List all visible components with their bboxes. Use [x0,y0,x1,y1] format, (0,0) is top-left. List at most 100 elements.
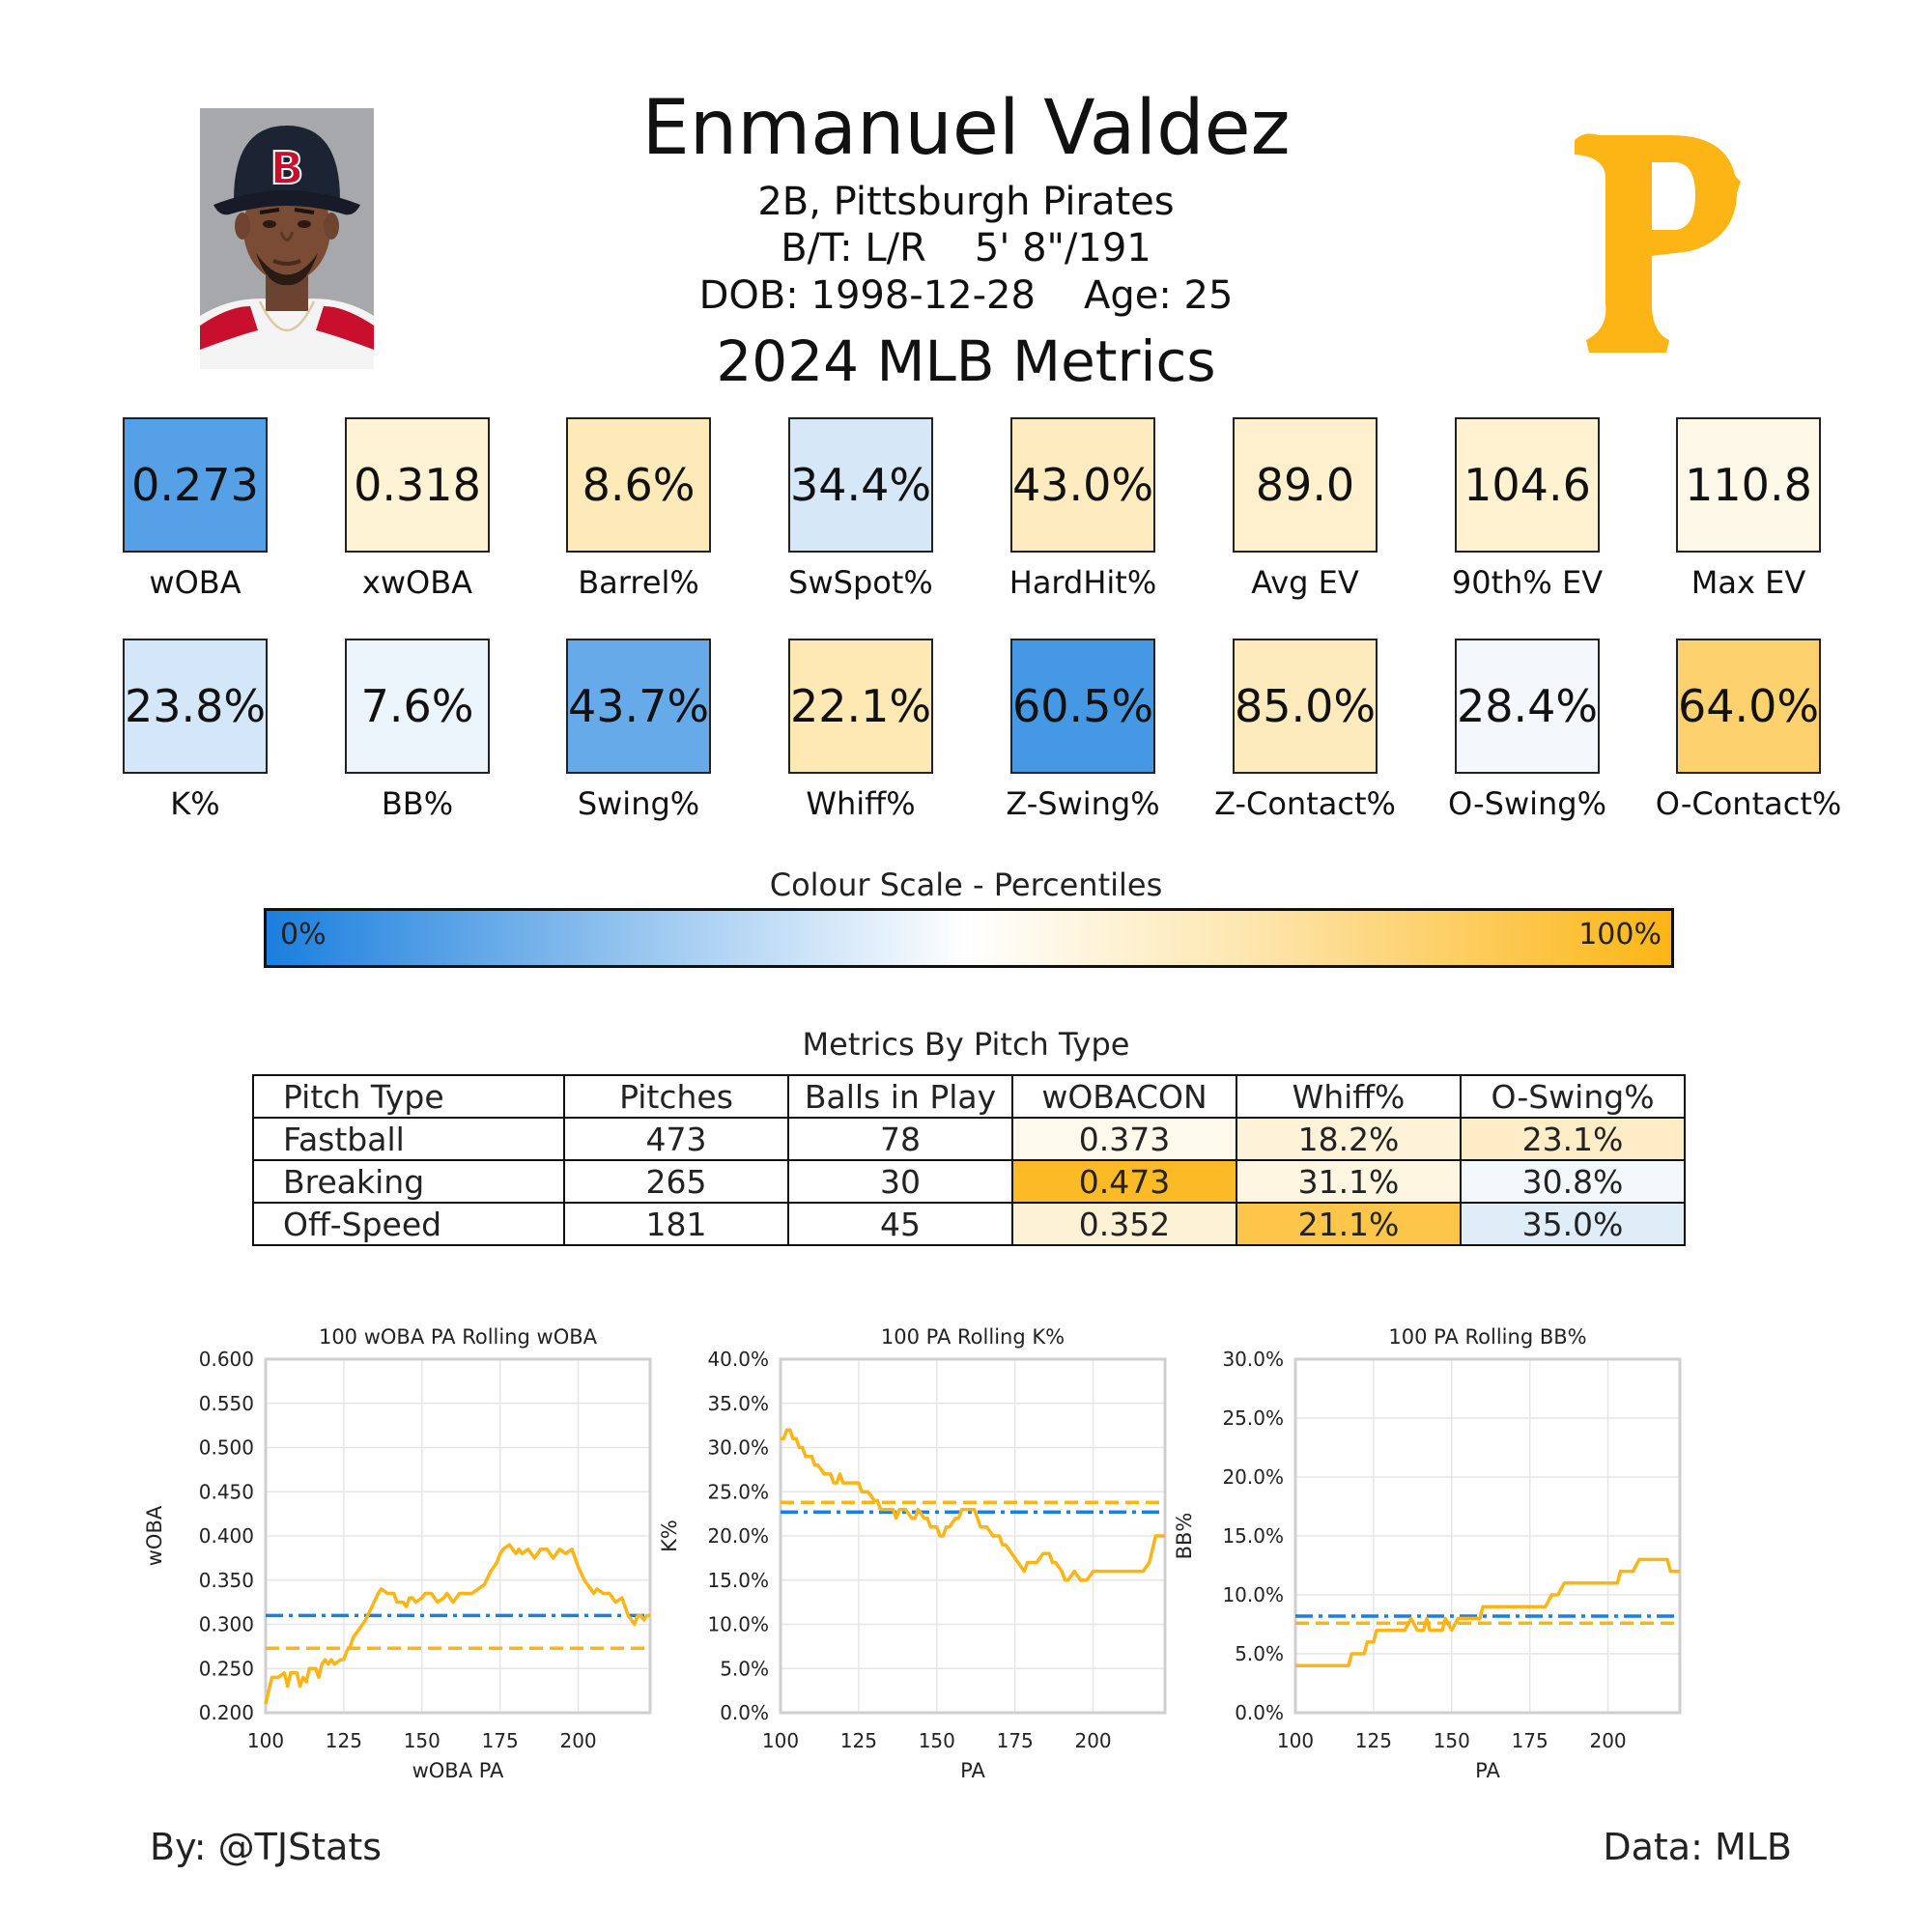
player-name: Enmanuel Valdez [641,85,1291,172]
y-tick-label: 15.0% [707,1569,769,1592]
cell-o-swing: 23.1% [1460,1117,1686,1161]
metric-tile-z-contact-: 85.0% [1233,639,1378,774]
x-axis-label: PA [1475,1759,1500,1782]
metric-tile-label: Swing% [577,785,700,822]
cell-pitches: 473 [563,1117,789,1161]
table-row: Breaking 265 30 0.473 31.1% 30.8% [252,1159,1686,1204]
rolling-series-line [781,1428,1165,1582]
rolling-chart-1: 0.200 0.250 0.300 0.350 0.400 0.450 0.500 0.550… [143,1325,652,1782]
cell-pitch-type: Off-Speed [252,1202,565,1246]
chart-title: 100 PA Rolling K% [881,1325,1065,1349]
y-tick-label: 10.0% [1222,1583,1284,1606]
y-tick-label: 25.0% [707,1480,769,1503]
rolling-series-line [1295,1557,1680,1667]
rolling-chart-3: 0.0% 5.0% 10.0% 15.0% 20.0% 25.0% 30.0% 100 125 1… [1173,1325,1682,1782]
y-tick-label: 20.0% [1222,1465,1284,1489]
x-axis-label: PA [960,1759,985,1782]
rolling-charts: 0.200 0.250 0.300 0.350 0.400 0.450 0.500 0.550… [143,1325,1682,1782]
rolling-series-line [264,1543,650,1705]
header-o-swing: O-Swing% [1460,1074,1686,1119]
y-tick-label: 5.0% [1235,1642,1284,1665]
metric-tile-label: 90th% EV [1451,564,1604,601]
footer-credit: By: @TJStats [150,1826,383,1868]
x-tick-label: 150 [1434,1729,1470,1752]
metric-tile-90th-ev: 104.6 [1455,417,1600,553]
metric-tile-barrel-: 8.6% [566,417,711,553]
cell-pitches: 265 [563,1159,789,1204]
cell-pitches: 181 [563,1202,789,1246]
metric-tile-o-contact-: 64.0% [1676,639,1821,774]
plot-frame [264,1357,652,1715]
x-tick-label: 125 [1355,1729,1392,1752]
metric-tile-swing-: 43.7% [566,639,711,774]
header-balls-in-play: Balls in Play [787,1074,1013,1119]
metric-tile-max-ev: 110.8 [1676,417,1821,553]
x-tick-label: 175 [1512,1729,1548,1752]
y-tick-label: 0.450 [199,1480,254,1503]
bats-throws: B/T: L/R [781,226,926,270]
cell-pitch-type: Fastball [252,1117,565,1161]
player-age: Age: 25 [1083,273,1234,318]
cap-logo: B [270,142,303,194]
metric-tile-xwoba: 0.318 [345,417,490,553]
cell-pitch-type: Breaking [252,1159,565,1204]
metric-tile-label: HardHit% [1009,564,1157,601]
pitch-type-table: Pitch Type Pitches Balls in Play wOBACON… [252,1074,1686,1246]
season-title: 2024 MLB Metrics [716,328,1216,394]
x-tick-label: 100 [762,1729,799,1752]
plot-frame [1293,1357,1682,1715]
pitch-table-title: Metrics By Pitch Type [802,1026,1130,1063]
y-tick-label: 40.0% [707,1348,769,1371]
table-header-row: Pitch Type Pitches Balls in Play wOBACON… [252,1074,1686,1119]
rolling-chart-2: 0.0% 5.0% 10.0% 15.0% 20.0% 25.0% 30.0% 35.0% 40… [658,1325,1167,1782]
header-wobacon: wOBACON [1011,1074,1237,1119]
x-tick-label: 200 [1074,1729,1111,1752]
y-axis-label: wOBA [143,1505,166,1566]
y-axis-label: K% [658,1520,681,1552]
player-bio-line2: DOB: 1998-12-28 Age: 25 [483,273,1449,318]
y-tick-label: 0.400 [199,1524,254,1548]
header-pitches: Pitches [563,1074,789,1119]
metric-tile-avg-ev: 89.0 [1233,417,1378,553]
x-tick-label: 125 [840,1729,877,1752]
metric-tile-label: O-Contact% [1655,785,1842,822]
header-pitch-type: Pitch Type [252,1074,565,1119]
metric-tile-k-: 23.8% [123,639,268,774]
colour-scale-bar [264,908,1674,968]
metric-tile-label: xwOBA [361,564,473,601]
cell-o-swing: 30.8% [1460,1159,1686,1204]
metric-tile-label: BB% [381,785,454,822]
y-tick-label: 0.0% [1235,1701,1284,1724]
x-tick-label: 200 [559,1729,596,1752]
metric-tile-label: wOBA [149,564,242,601]
y-tick-label: 0.350 [199,1569,254,1592]
footer-data-source: Data: MLB [1603,1826,1792,1868]
y-tick-label: 0.550 [199,1392,254,1415]
y-axis-label: BB% [1173,1513,1196,1560]
player-headshot: B [200,108,374,369]
y-tick-label: 30.0% [707,1436,769,1460]
headshot-image: B [200,108,374,369]
team-logo: P [1565,126,1748,357]
colour-scale-title: Colour Scale - Percentiles [769,867,1163,903]
chart-title: 100 PA Rolling BB% [1388,1325,1586,1349]
cell-whiff: 18.2% [1236,1117,1462,1161]
header-whiff: Whiff% [1236,1074,1462,1119]
x-tick-label: 100 [1277,1729,1314,1752]
x-axis-label: wOBA PA [412,1759,504,1782]
x-tick-label: 175 [997,1729,1034,1752]
metric-tile-label: Max EV [1690,564,1806,601]
colour-scale-max-label: 100% [1578,918,1662,952]
metric-tile-label: K% [170,785,220,822]
cell-balls-in-play: 78 [787,1117,1013,1161]
metric-tile-bb-: 7.6% [345,639,490,774]
metric-tile-label: SwSpot% [788,564,933,601]
y-tick-label: 0.600 [199,1348,254,1371]
cell-wobacon: 0.352 [1011,1202,1237,1246]
table-row: Off-Speed 181 45 0.352 21.1% 35.0% [252,1202,1686,1246]
metric-tile-z-swing-: 60.5% [1010,639,1155,774]
cell-wobacon: 0.473 [1011,1159,1237,1204]
y-tick-label: 5.0% [720,1657,769,1680]
metric-tile-swspot-: 34.4% [788,417,933,553]
y-tick-label: 0.200 [199,1701,254,1724]
